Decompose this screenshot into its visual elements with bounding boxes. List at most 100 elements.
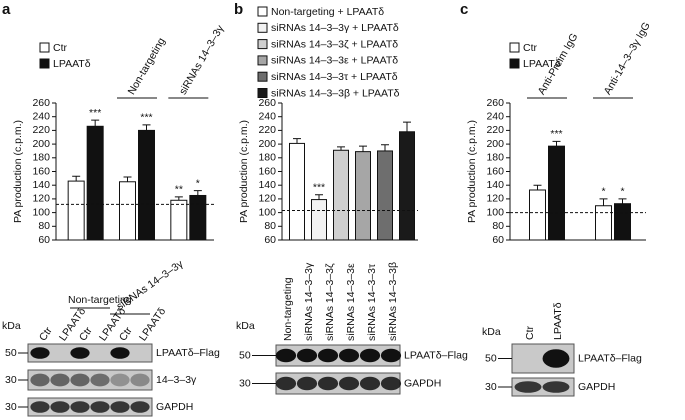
bar [399,131,415,241]
bar [614,203,631,241]
significance: *** [313,182,325,194]
bar [377,150,393,241]
significance: *** [550,128,562,140]
lane-label: Non-targeting [282,277,294,341]
band [275,376,297,391]
lane-group-label: siRNAs 14–3–3γ [114,258,186,313]
y-tick-label: 260 [486,97,504,109]
group-label: Non-targeting [126,36,168,97]
band-label: GAPDH [156,401,193,413]
error-bar [533,184,542,190]
error-bar [142,124,151,131]
lane-label: Ctr [524,326,536,341]
band [130,373,150,387]
band [317,348,339,363]
band [380,348,402,363]
error-bar [403,121,411,132]
marker-label: 30 [239,377,251,389]
legend-label: LPAATδ [53,58,91,70]
y-tick-label: 60 [492,234,504,246]
bar [311,199,327,241]
significance: * [196,177,200,189]
y-axis-label: PA production (c.p.m.) [238,120,250,223]
error-bar [381,144,389,151]
kda-label: kDa [2,320,21,332]
y-tick-label: 220 [32,124,50,136]
marker-label: 30 [485,381,497,393]
kda-label: kDa [482,326,501,338]
legend-label: Ctr [53,42,68,54]
legend-swatch [257,55,268,66]
group-label: siRNAs 14–3–3γ [177,23,227,97]
band [317,376,339,391]
legend-swatch [257,88,268,98]
error-bar [359,145,367,152]
legend-swatch [509,42,520,53]
legend-swatch [257,39,268,50]
y-tick-label: 180 [486,152,504,164]
group-label: Anti-14–3–3γ IgG [602,20,653,97]
y-tick-label: 140 [486,179,504,191]
significance: *** [140,112,152,124]
y-tick-label: 100 [258,206,276,218]
lane-label: Ctr [77,325,95,344]
band [50,373,70,387]
legend-swatch [509,58,520,69]
lane-label: siRNAs 14–3–3γ [303,262,315,341]
legend-label: LPAATδ [523,58,561,70]
y-tick-label: 260 [258,97,276,109]
bar [67,180,85,241]
bar [138,129,155,241]
band [30,373,50,387]
legend-label: Non-targeting + LPAATδ [271,6,384,18]
lane-label: LPAATδ [552,302,564,340]
error-bar [552,140,561,147]
bar [595,205,612,241]
legend-swatch [39,42,50,53]
band [338,376,360,391]
band [110,373,130,387]
legend-label: Ctr [523,42,538,54]
y-tick-label: 120 [258,193,276,205]
y-tick-label: 140 [258,179,276,191]
bar [333,149,349,241]
band [359,348,381,363]
panel-label: c [460,1,468,18]
lane-label: LPAATδ [137,306,168,344]
bar [548,145,565,241]
y-tick-label: 80 [492,220,504,232]
band [90,373,110,387]
significance: * [620,186,624,198]
legend-swatch [257,6,268,17]
error-bar [123,176,132,182]
y-tick-label: 240 [486,110,504,122]
y-tick-label: 120 [486,193,504,205]
band [338,348,360,363]
y-tick-label: 220 [258,124,276,136]
error-bar [193,190,202,196]
band-label: LPAATδ–Flag [578,352,642,364]
y-axis-label: PA production (c.p.m.) [466,120,478,223]
band-label: GAPDH [578,381,615,393]
band [70,373,90,387]
legend-swatch [257,22,268,33]
lane-label: siRNAs 14–3–3ζ [324,263,336,341]
y-tick-label: 260 [32,97,50,109]
marker-label: 50 [485,352,497,364]
band [296,376,318,391]
error-bar [91,119,100,127]
bar [355,151,371,241]
marker-label: 30 [5,401,17,413]
band-label: LPAATδ–Flag [404,349,468,361]
band [70,401,90,413]
band [296,348,318,363]
band [30,347,50,359]
band [110,401,130,413]
y-tick-label: 100 [32,206,50,218]
y-tick-label: 140 [32,179,50,191]
significance: *** [89,107,101,119]
band [90,401,110,413]
legend-label: siRNAs 14–3–3ζ + LPAATδ [271,38,398,50]
error-bar [293,138,301,144]
